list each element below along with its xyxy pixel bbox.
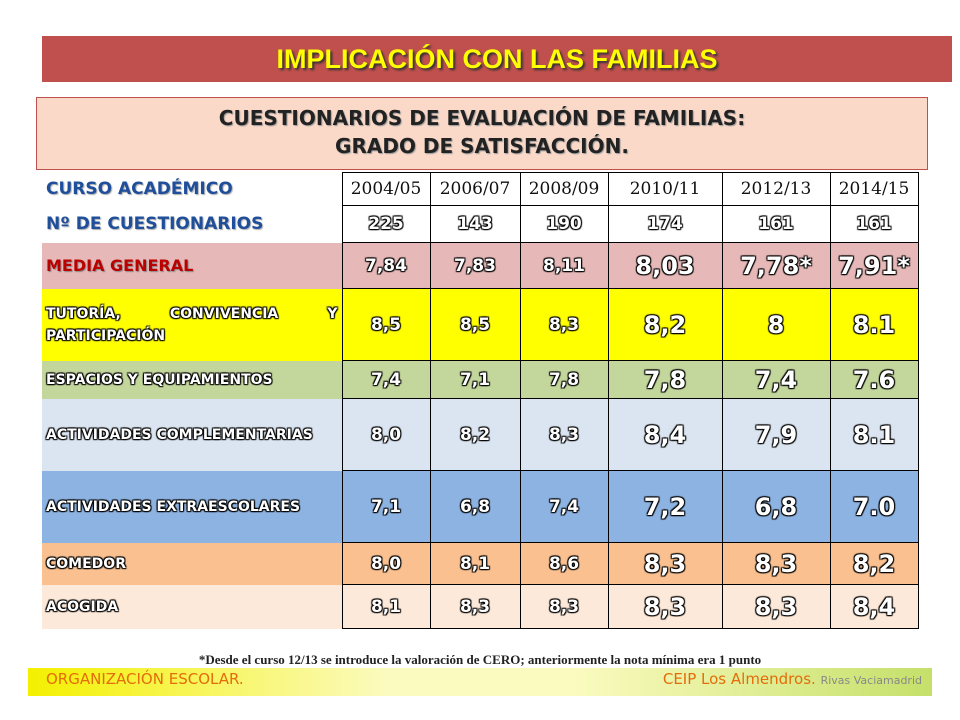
table-cell: 7,83 (429, 242, 521, 289)
table-cell: 8,3 (429, 584, 521, 629)
table-cell: 2006/07 (429, 172, 521, 206)
table-cell: 8,11 (519, 242, 609, 289)
table-cell: 7,9 (721, 398, 831, 471)
table-cell: 7,8 (519, 360, 609, 399)
table-cell: 7,4 (341, 360, 431, 399)
table-cell: 8,2 (429, 398, 521, 471)
table-cell: 190 (519, 205, 609, 243)
table-cell: 2010/11 (607, 172, 723, 206)
table-cell: 7,91* (829, 242, 919, 289)
row-label: ESPACIOS Y EQUIPAMIENTOS (46, 371, 273, 388)
table-cell: 6,8 (721, 470, 831, 543)
table-cell: 8,6 (519, 542, 609, 585)
table-cell: 2008/09 (519, 172, 609, 206)
table-cell: 8 (721, 288, 831, 361)
results-table: CURSO ACADÉMICO 2004/05 2006/07 2008/09 2010… (42, 172, 919, 629)
table-row: ACOGIDA 8,1 8,3 8,3 8,3 8,3 8,4 (42, 584, 919, 629)
row-label: ACTIVIDADES COMPLEMENTARIAS (46, 426, 313, 443)
table-cell: 7.6 (829, 360, 919, 399)
table-cell: 7,4 (519, 470, 609, 543)
row-label: Nº DE CUESTIONARIOS (46, 214, 264, 234)
table-cell: 7,4 (721, 360, 831, 399)
table-cell: 7,1 (429, 360, 521, 399)
table-cell: 8,03 (607, 242, 723, 289)
table-cell: 7,84 (341, 242, 431, 289)
table-cell: 7.0 (829, 470, 919, 543)
table-cell: 8,3 (519, 398, 609, 471)
table-cell: 8,3 (519, 584, 609, 629)
table-cell: 8,5 (429, 288, 521, 361)
row-label: ACTIVIDADES EXTRAESCOLARES (46, 498, 301, 515)
footer-bar (28, 668, 932, 696)
footer-town: Rivas Vaciamadrid (820, 674, 922, 687)
subtitle-box: CUESTIONARIOS DE EVALUACIÓN DE FAMILIAS:… (36, 97, 928, 170)
table-cell: 7,2 (607, 470, 723, 543)
table-cell: 8.1 (829, 288, 919, 361)
row-label: COMEDOR (46, 555, 126, 572)
row-label: TUTORÍA, CONVIVENCIA Y PARTICIPACIÓN (46, 305, 338, 344)
table-cell: 8,1 (341, 584, 431, 629)
table-cell: 7,78* (721, 242, 831, 289)
table-row: ESPACIOS Y EQUIPAMIENTOS 7,4 7,1 7,8 7,8 7,4 7… (42, 360, 919, 399)
table-cell: 6,8 (429, 470, 521, 543)
table-cell: 225 (341, 205, 431, 243)
row-label: MEDIA GENERAL (46, 255, 194, 275)
table-cell: 8,1 (429, 542, 521, 585)
row-label: CURSO ACADÉMICO (46, 179, 233, 199)
table-row: TUTORÍA, CONVIVENCIA Y PARTICIPACIÓN 8,5 8… (42, 288, 919, 361)
table-row: ACTIVIDADES EXTRAESCOLARES 7,1 6,8 7,4 7,2 6,… (42, 470, 919, 543)
footer-school: CEIP Los Almendros. (662, 670, 816, 688)
footer-right: CEIP Los Almendros. Rivas Vaciamadrid (663, 670, 922, 688)
table-row: COMEDOR 8,0 8,1 8,6 8,3 8,3 8,2 (42, 542, 919, 585)
table-cell: 7,1 (341, 470, 431, 543)
title-bar: IMPLICACIÓN CON LAS FAMILIAS (42, 36, 952, 82)
table-row: ACTIVIDADES COMPLEMENTARIAS 8,0 8,2 8,3 8,4 7… (42, 398, 919, 471)
subtitle-line: CUESTIONARIOS DE EVALUACIÓN DE FAMILIAS: (218, 106, 746, 130)
table-cell: 8,3 (721, 584, 831, 629)
table-cell: 8,0 (341, 398, 431, 471)
table-cell: 8,2 (829, 542, 919, 585)
table-cell: 8,4 (829, 584, 919, 629)
table-cell: 8,3 (607, 584, 723, 629)
table-cell: 8,3 (607, 542, 723, 585)
table-cell: 8,4 (607, 398, 723, 471)
table-cell: 8.1 (829, 398, 919, 471)
table-cell: 8,2 (607, 288, 723, 361)
table-cell: 2012/13 (721, 172, 831, 206)
table-cell: 8,5 (341, 288, 431, 361)
footnote: *Desde el curso 12/13 se introduce la va… (198, 652, 762, 667)
table-cell: 161 (829, 205, 919, 243)
table-cell: 2014/15 (829, 172, 919, 206)
footer-left: ORGANIZACIÓN ESCOLAR. (46, 670, 244, 688)
table-row: MEDIA GENERAL 7,84 7,83 8,11 8,03 7,78* 7,91* (42, 242, 919, 289)
table-cell: 8,0 (341, 542, 431, 585)
table-row: Nº DE CUESTIONARIOS 225 143 190 174 161 161 (42, 205, 919, 243)
table-cell: 174 (607, 205, 723, 243)
table-cell: 8,3 (519, 288, 609, 361)
table-cell: 161 (721, 205, 831, 243)
table-cell: 2004/05 (341, 172, 431, 206)
row-label: ACOGIDA (46, 598, 119, 615)
table-cell: 7,8 (607, 360, 723, 399)
table-cell: 143 (429, 205, 521, 243)
table-row: CURSO ACADÉMICO 2004/05 2006/07 2008/09 2010… (42, 172, 919, 206)
subtitle-line: GRADO DE SATISFACCIÓN. (335, 134, 629, 158)
table-cell: 8,3 (721, 542, 831, 585)
